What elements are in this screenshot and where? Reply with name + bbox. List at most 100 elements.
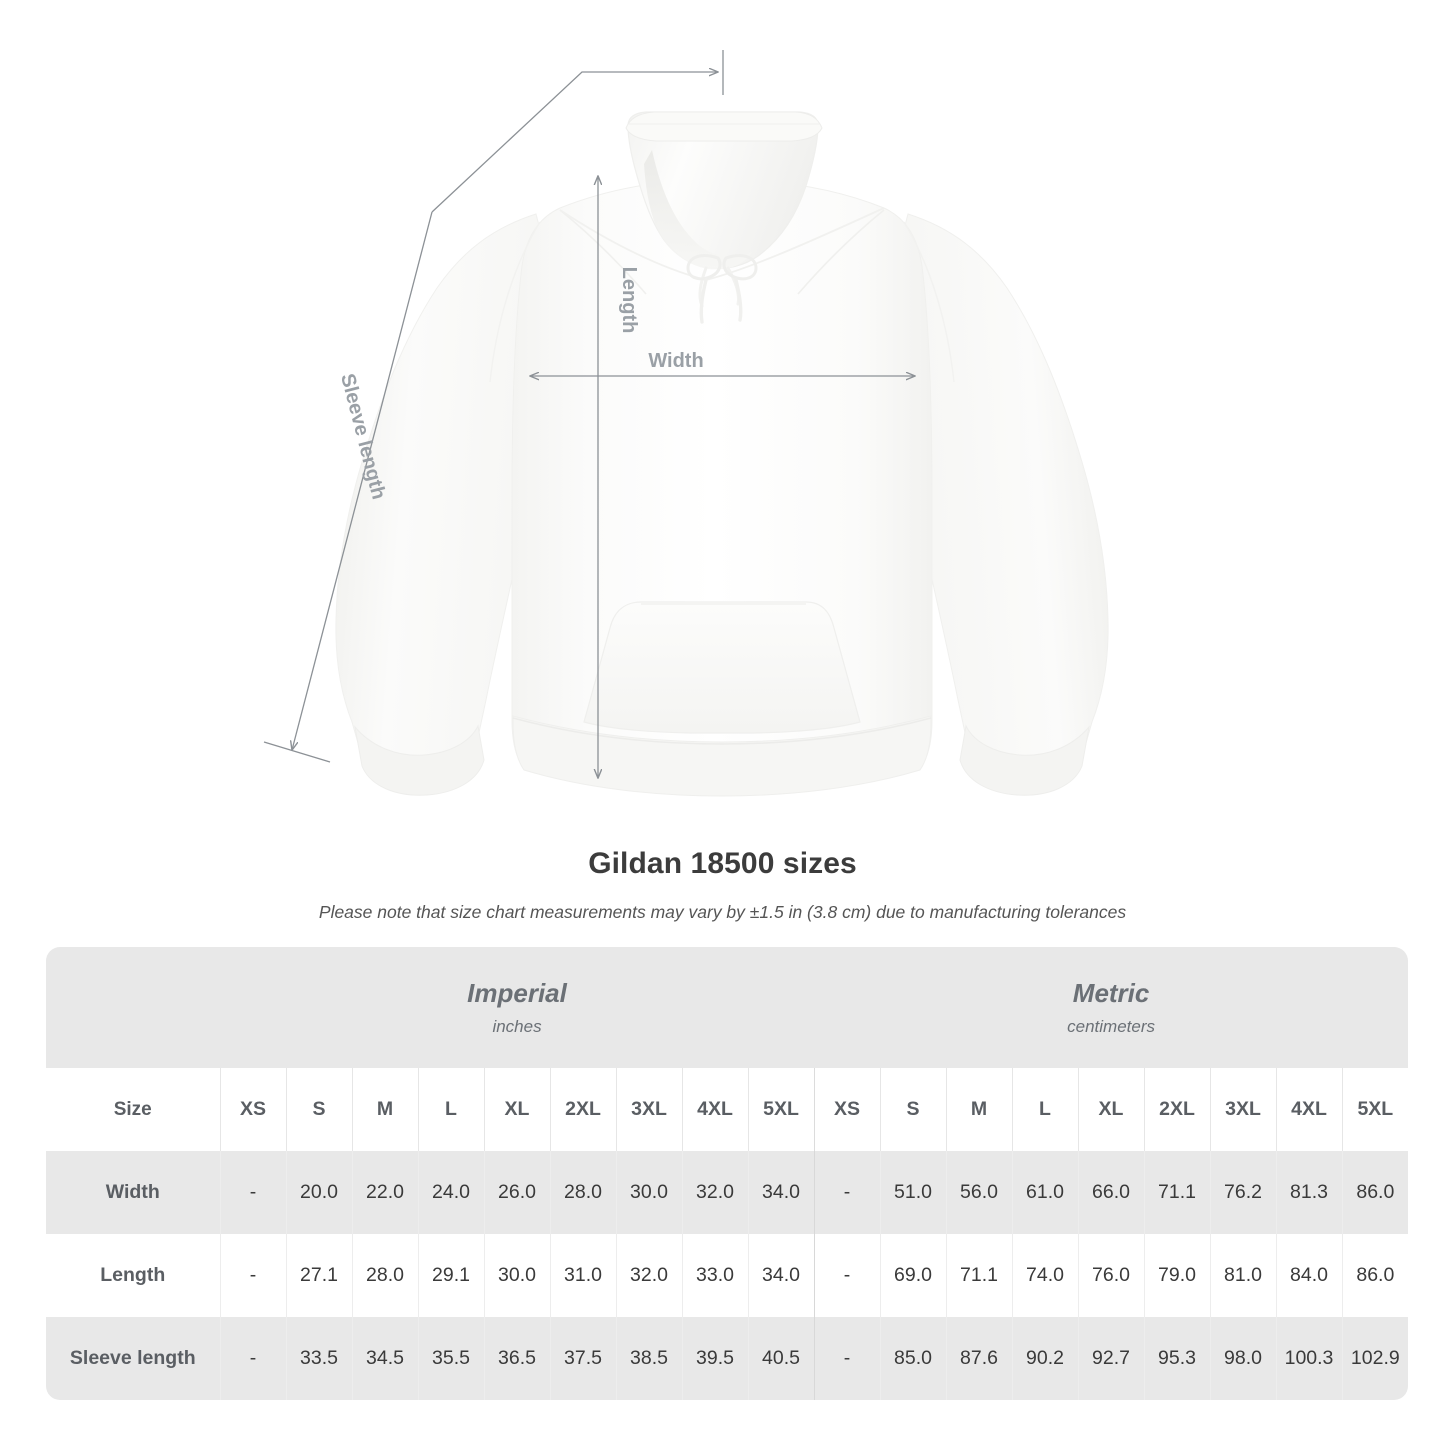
- cell-length-imperial-m: 28.0: [351, 1234, 418, 1317]
- table-row: Width - 20.0 22.0 24.0 26.0 28.0 30.0 32…: [46, 1151, 1409, 1234]
- cell-sleeve-metric-3xl: 98.0: [1209, 1317, 1277, 1400]
- size-header-metric-xl: XL: [1077, 1068, 1145, 1151]
- size-header-row: Size XS S M L XL 2XL 3XL 4XL 5XL XS S M …: [46, 1068, 1409, 1151]
- size-header-imperial-m: M: [351, 1068, 418, 1151]
- size-corner-label: Size: [46, 1068, 220, 1151]
- size-header-imperial-s: S: [285, 1068, 352, 1151]
- metric-sublabel: centimeters: [1067, 1016, 1156, 1036]
- cell-sleeve-imperial-m: 34.5: [351, 1317, 418, 1400]
- cell-length-metric-2xl: 79.0: [1143, 1234, 1211, 1317]
- size-header-metric-xs: XS: [813, 1068, 881, 1151]
- cell-sleeve-metric-xl: 92.7: [1077, 1317, 1145, 1400]
- garment-illustration: Length Width Sleeve length: [263, 50, 1109, 797]
- page-title: Gildan 18500 sizes: [588, 847, 857, 880]
- row-label-sleeve-length: Sleeve length: [46, 1317, 220, 1400]
- cell-width-imperial-l: 24.0: [417, 1151, 484, 1234]
- cell-length-metric-m: 71.1: [945, 1234, 1013, 1317]
- cell-width-metric-3xl: 76.2: [1209, 1151, 1277, 1234]
- raglan-right: [903, 221, 955, 383]
- size-header-metric-l: L: [1011, 1068, 1079, 1151]
- row-label-width: Width: [46, 1151, 220, 1234]
- left-cuff: [354, 724, 485, 796]
- cell-length-metric-xl: 76.0: [1077, 1234, 1145, 1317]
- size-header-imperial-l: L: [417, 1068, 484, 1151]
- cell-width-imperial-5xl: 34.0: [747, 1151, 815, 1234]
- imperial-banner-cell: Imperial inches: [220, 947, 815, 1068]
- cell-sleeve-metric-5xl: 102.9: [1341, 1317, 1409, 1400]
- cell-length-imperial-5xl: 34.0: [747, 1234, 815, 1317]
- raglan-left: [489, 221, 541, 383]
- size-header-metric-4xl: 4XL: [1275, 1068, 1343, 1151]
- cell-width-metric-m: 56.0: [945, 1151, 1013, 1234]
- cell-width-metric-5xl: 86.0: [1341, 1151, 1409, 1234]
- cell-length-imperial-s: 27.1: [285, 1234, 352, 1317]
- cell-length-metric-3xl: 81.0: [1209, 1234, 1277, 1317]
- cell-length-imperial-2xl: 31.0: [549, 1234, 616, 1317]
- cell-sleeve-imperial-xs: -: [219, 1317, 286, 1400]
- cell-length-imperial-xl: 30.0: [483, 1234, 550, 1317]
- cell-sleeve-imperial-xl: 36.5: [483, 1317, 550, 1400]
- width-label: Width: [648, 350, 703, 372]
- cell-sleeve-imperial-3xl: 38.5: [615, 1317, 682, 1400]
- cell-length-imperial-4xl: 33.0: [681, 1234, 748, 1317]
- size-header-imperial-xl: XL: [483, 1068, 550, 1151]
- cell-sleeve-imperial-5xl: 40.5: [747, 1317, 815, 1400]
- cell-sleeve-imperial-s: 33.5: [285, 1317, 352, 1400]
- banner-spacer: [46, 947, 220, 1068]
- measurement-annotations: [263, 50, 915, 778]
- right-cuff: [959, 724, 1090, 796]
- hood-opening: [644, 150, 752, 270]
- cell-sleeve-metric-2xl: 95.3: [1143, 1317, 1211, 1400]
- cell-width-imperial-2xl: 28.0: [549, 1151, 616, 1234]
- cell-sleeve-imperial-4xl: 39.5: [681, 1317, 748, 1400]
- shoulder-seam-right: [797, 209, 885, 295]
- metric-label: Metric: [1072, 977, 1150, 1008]
- size-header-imperial-3xl: 3XL: [615, 1068, 682, 1151]
- size-header-metric-2xl: 2XL: [1143, 1068, 1211, 1151]
- cell-sleeve-imperial-l: 35.5: [417, 1317, 484, 1400]
- cell-width-metric-xs: -: [813, 1151, 881, 1234]
- cell-width-metric-l: 61.0: [1011, 1151, 1079, 1234]
- shoulder-leader-line: [431, 50, 724, 213]
- drawstring: [686, 254, 758, 324]
- imperial-sublabel: inches: [492, 1016, 542, 1036]
- table-row: Length - 27.1 28.0 29.1 30.0 31.0 32.0 3…: [46, 1234, 1409, 1317]
- cell-sleeve-imperial-2xl: 37.5: [549, 1317, 616, 1400]
- length-label: Length: [618, 267, 640, 334]
- table-row: Sleeve length - 33.5 34.5 35.5 36.5 37.5…: [46, 1317, 1409, 1400]
- cell-sleeve-metric-l: 90.2: [1011, 1317, 1079, 1400]
- size-header-metric-3xl: 3XL: [1209, 1068, 1277, 1151]
- size-header-imperial-xs: XS: [219, 1068, 286, 1151]
- cell-length-imperial-l: 29.1: [417, 1234, 484, 1317]
- cell-width-imperial-xs: -: [219, 1151, 286, 1234]
- cell-width-imperial-xl: 26.0: [483, 1151, 550, 1234]
- cell-width-imperial-3xl: 30.0: [615, 1151, 682, 1234]
- size-chart-table-wrapper: Imperial inches Metric centimeters Size …: [46, 947, 1409, 1400]
- metric-banner-cell: Metric centimeters: [814, 947, 1409, 1068]
- size-header-metric-5xl: 5XL: [1341, 1068, 1409, 1151]
- sleeve-length-line: [263, 211, 433, 763]
- cell-width-metric-s: 51.0: [879, 1151, 947, 1234]
- imperial-label: Imperial: [467, 977, 567, 1008]
- cell-width-imperial-m: 22.0: [351, 1151, 418, 1234]
- bottom-hem: [512, 715, 932, 797]
- cell-width-imperial-4xl: 32.0: [681, 1151, 748, 1234]
- cell-length-metric-xs: -: [813, 1234, 881, 1317]
- cell-length-metric-s: 69.0: [879, 1234, 947, 1317]
- cell-length-imperial-xs: -: [219, 1234, 286, 1317]
- hoodie-graphic: [335, 111, 1109, 797]
- cell-length-metric-5xl: 86.0: [1341, 1234, 1409, 1317]
- shoulder-seam-left: [559, 209, 647, 295]
- cell-sleeve-metric-xs: -: [813, 1317, 881, 1400]
- cell-length-metric-l: 74.0: [1011, 1234, 1079, 1317]
- title-block: Gildan 18500 sizes Please note that size…: [0, 845, 1445, 924]
- cell-sleeve-metric-m: 87.6: [945, 1317, 1013, 1400]
- row-label-length: Length: [46, 1234, 220, 1317]
- size-header-imperial-5xl: 5XL: [747, 1068, 815, 1151]
- cell-length-imperial-3xl: 32.0: [615, 1234, 682, 1317]
- cell-sleeve-metric-4xl: 100.3: [1275, 1317, 1343, 1400]
- size-header-imperial-4xl: 4XL: [681, 1068, 748, 1151]
- cell-width-metric-xl: 66.0: [1077, 1151, 1145, 1234]
- tolerance-note: Please note that size chart measurements…: [318, 902, 1127, 922]
- cell-width-imperial-s: 20.0: [285, 1151, 352, 1234]
